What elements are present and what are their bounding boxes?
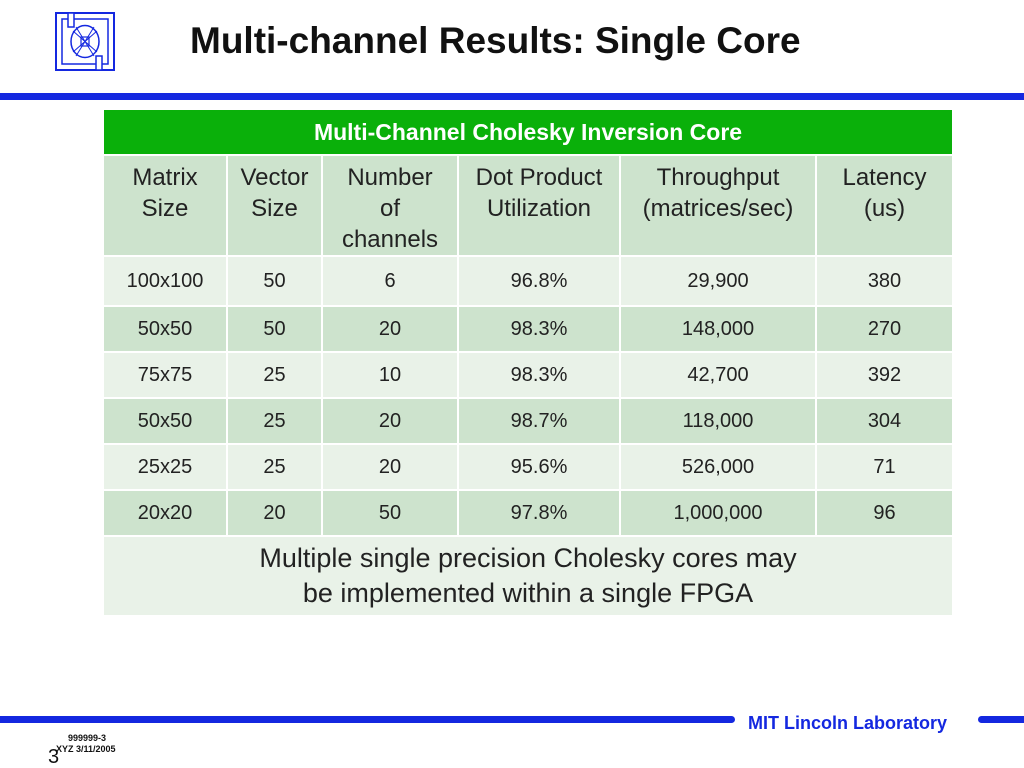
- cell-latency: 380: [814, 255, 955, 307]
- cell-utilization: 97.8%: [457, 489, 621, 537]
- table-row: 50x50 25 20 98.7% 118,000 304: [102, 397, 955, 445]
- cell-throughput: 526,000: [619, 443, 817, 491]
- table-row: 25x25 25 20 95.6% 526,000 71: [102, 443, 955, 491]
- cell-channels: 20: [321, 305, 459, 353]
- cell-throughput: 42,700: [619, 351, 817, 399]
- results-table: Multi-Channel Cholesky Inversion Core Ma…: [101, 108, 955, 617]
- title-divider: [0, 93, 1024, 100]
- mit-ll-logo: [54, 11, 116, 72]
- table-row: 20x20 20 50 97.8% 1,000,000 96: [102, 489, 955, 537]
- cell-matrix-size: 75x75: [102, 351, 228, 399]
- table-note: Multiple single precision Cholesky cores…: [101, 535, 955, 617]
- cell-matrix-size: 100x100: [102, 255, 228, 307]
- cell-matrix-size: 25x25: [102, 443, 228, 491]
- cell-throughput: 1,000,000: [619, 489, 817, 537]
- footer-divider-right: [978, 716, 1024, 723]
- footer-divider-left: [0, 716, 735, 723]
- cell-latency: 392: [814, 351, 955, 399]
- col-number-of-channels: Number of channels: [321, 154, 459, 257]
- cell-vector-size: 50: [226, 255, 323, 307]
- col-matrix-size: Matrix Size: [102, 154, 228, 257]
- cell-matrix-size: 20x20: [102, 489, 228, 537]
- col-dot-product-utilization: Dot Product Utilization: [457, 154, 621, 257]
- cell-utilization: 95.6%: [457, 443, 621, 491]
- footer-lab-name: MIT Lincoln Laboratory: [748, 713, 948, 733]
- table-row: 100x100 50 6 96.8% 29,900 380: [102, 255, 955, 307]
- cell-latency: 71: [814, 443, 955, 491]
- cell-latency: 304: [814, 397, 955, 445]
- col-vector-size: Vector Size: [226, 154, 323, 257]
- cell-utilization: 98.3%: [457, 351, 621, 399]
- cell-matrix-size: 50x50: [102, 305, 228, 353]
- cell-channels: 20: [321, 397, 459, 445]
- cell-vector-size: 50: [226, 305, 323, 353]
- cell-utilization: 96.8%: [457, 255, 621, 307]
- cell-channels: 10: [321, 351, 459, 399]
- logo-icon: [55, 12, 115, 71]
- cell-throughput: 148,000: [619, 305, 817, 353]
- footer-date: XYZ 3/11/2005: [56, 744, 116, 754]
- slide-title: Multi-channel Results: Single Core: [190, 20, 801, 61]
- page-number: 3: [48, 746, 60, 768]
- cell-utilization: 98.7%: [457, 397, 621, 445]
- cell-throughput: 29,900: [619, 255, 817, 307]
- cell-channels: 20: [321, 443, 459, 491]
- col-throughput: Throughput (matrices/sec): [619, 154, 817, 257]
- cell-channels: 50: [321, 489, 459, 537]
- cell-matrix-size: 50x50: [102, 397, 228, 445]
- cell-latency: 96: [814, 489, 955, 537]
- cell-utilization: 98.3%: [457, 305, 621, 353]
- column-headers: Matrix Size Vector Size Number of channels D…: [102, 154, 955, 257]
- table-row: 75x75 25 10 98.3% 42,700 392: [102, 351, 955, 399]
- footer-document-id: 999999-3: [68, 733, 107, 743]
- cell-vector-size: 25: [226, 443, 323, 491]
- table-title: Multi-Channel Cholesky Inversion Core: [101, 108, 955, 156]
- table-row: 50x50 50 20 98.3% 148,000 270: [102, 305, 955, 353]
- cell-vector-size: 20: [226, 489, 323, 537]
- cell-vector-size: 25: [226, 397, 323, 445]
- col-latency: Latency (us): [814, 154, 955, 257]
- cell-latency: 270: [814, 305, 955, 353]
- cell-vector-size: 25: [226, 351, 323, 399]
- cell-channels: 6: [321, 255, 459, 307]
- cell-throughput: 118,000: [619, 397, 817, 445]
